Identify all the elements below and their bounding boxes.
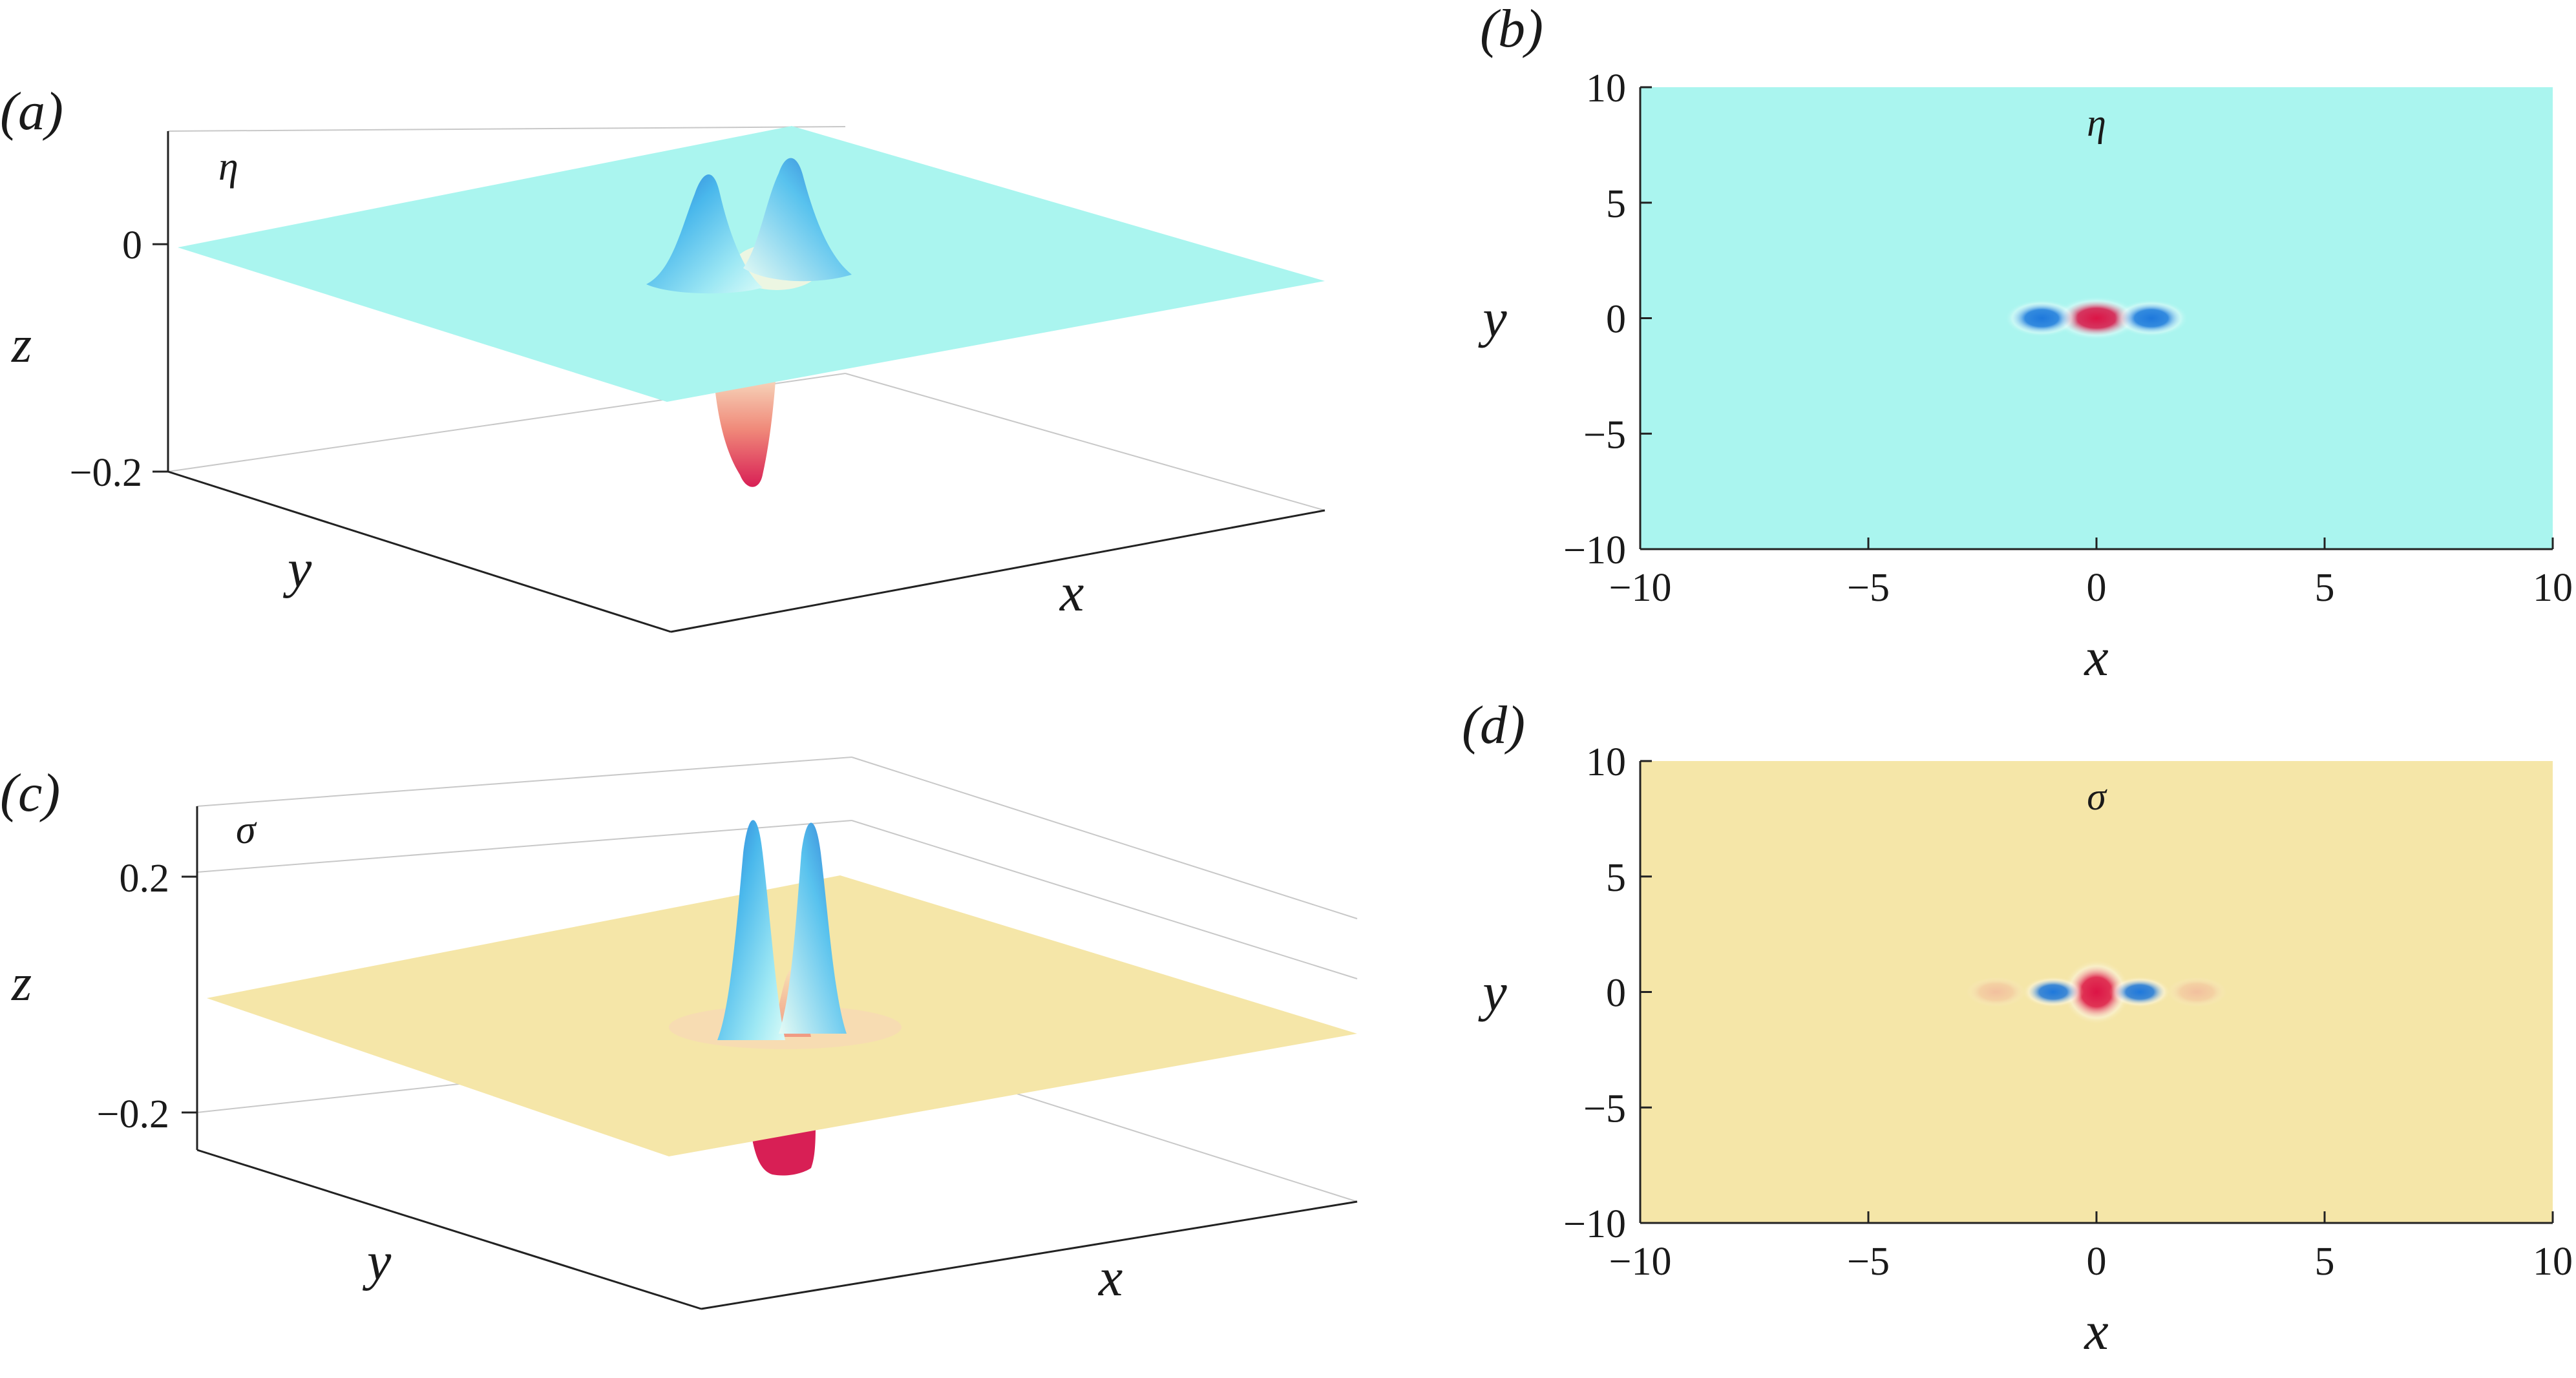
y-tick-label: −5 <box>1583 413 1626 457</box>
heatmap-blob <box>2160 973 2234 1011</box>
x-tick-label: −5 <box>1847 1240 1890 1284</box>
x-tick-label: 5 <box>2315 566 2335 610</box>
trough-surface <box>714 381 776 487</box>
panel-c: (c) 0.2 −0.2 z σ y x <box>0 757 1358 1310</box>
panel-label-b: (b) <box>1480 0 1543 59</box>
z-axis-label: z <box>11 317 32 373</box>
y-tick-label: −5 <box>1583 1087 1626 1131</box>
x-tick-label: 0 <box>2087 566 2107 610</box>
peak-surface <box>779 822 847 1034</box>
x-tick-label: 0 <box>2087 1240 2107 1284</box>
heatmap-blob <box>2005 299 2079 337</box>
field-label: σ <box>2087 775 2107 818</box>
x-tick-label: 5 <box>2315 1240 2335 1284</box>
panel-b: (b) −10 −5 0 5 10 10 5 0 −5 −10 x y η <box>1477 0 2573 687</box>
peak-surface <box>717 820 785 1040</box>
heatmap-blob <box>2062 959 2131 1025</box>
grid-line <box>851 757 1358 919</box>
axes-d: −10 −5 0 5 10 10 5 0 −5 −10 x y σ <box>1477 740 2573 1361</box>
heatmap-blob <box>2114 299 2188 337</box>
field-label: σ <box>236 808 257 852</box>
panel-label-d: (d) <box>1462 695 1525 755</box>
y-tick-label: 5 <box>1606 856 1626 900</box>
grid-line <box>167 126 846 132</box>
heatmap-b <box>1640 87 2553 549</box>
grid-line <box>196 820 852 873</box>
panel-label-c: (c) <box>0 763 60 823</box>
x-tick-label: 10 <box>2533 1240 2573 1284</box>
panel-label-a: (a) <box>0 81 63 141</box>
heatmap-blob <box>1959 973 2033 1011</box>
x-axis-line <box>701 1200 1358 1310</box>
y-axis-line <box>196 1149 702 1310</box>
x-axis-line <box>670 509 1325 633</box>
heatmap-blob <box>2109 976 2171 1008</box>
y-tick-label: −10 <box>1563 528 1626 572</box>
x-axis-label: x <box>1097 1248 1123 1308</box>
z-axis-label: z <box>11 955 32 1012</box>
z-tick-label: −0.2 <box>97 1092 169 1136</box>
heatmap-d <box>1640 761 2553 1223</box>
field-label: η <box>2087 101 2106 144</box>
x-tick-label: −5 <box>1847 566 1890 610</box>
y-axis-label: y <box>362 1231 392 1291</box>
x-axis-label: x <box>1059 563 1084 623</box>
peak-surface <box>646 174 763 294</box>
y-tick-label: 5 <box>1606 182 1626 226</box>
peak-surface <box>743 158 852 282</box>
heatmap-blob <box>2053 296 2140 340</box>
panel-d: (d) −10 −5 0 5 10 10 5 0 −5 −10 x y σ <box>1462 695 2573 1361</box>
y-tick-label: 0 <box>1606 972 1626 1016</box>
y-axis-label: y <box>282 539 312 599</box>
grid-line <box>845 373 1325 511</box>
y-tick-label: 10 <box>1586 67 1626 110</box>
y-tick-label: −10 <box>1563 1202 1626 1246</box>
y-axis-label: y <box>1477 289 1507 349</box>
panel-a: (a) 0 −0.2 z η y x <box>0 81 1325 633</box>
y-tick-label: 0 <box>1606 298 1626 342</box>
y-axis-line <box>167 470 671 633</box>
z-tick-label: 0.2 <box>120 857 170 901</box>
field-label: η <box>218 145 238 189</box>
x-axis-label: x <box>2083 627 2108 687</box>
heatmap-blob <box>2022 976 2084 1008</box>
grid-line <box>851 820 1358 979</box>
y-axis-label: y <box>1477 963 1507 1023</box>
x-axis-label: x <box>2083 1301 2108 1361</box>
x-tick-label: −10 <box>1609 1240 1672 1284</box>
y-tick-label: 10 <box>1586 740 1626 784</box>
x-tick-label: −10 <box>1609 566 1672 610</box>
grid-line <box>196 757 852 807</box>
x-tick-label: 10 <box>2533 566 2573 610</box>
z-tick-label: 0 <box>122 224 142 267</box>
axes-b: −10 −5 0 5 10 10 5 0 −5 −10 x y η <box>1477 67 2573 687</box>
z-tick-label: −0.2 <box>70 451 142 495</box>
